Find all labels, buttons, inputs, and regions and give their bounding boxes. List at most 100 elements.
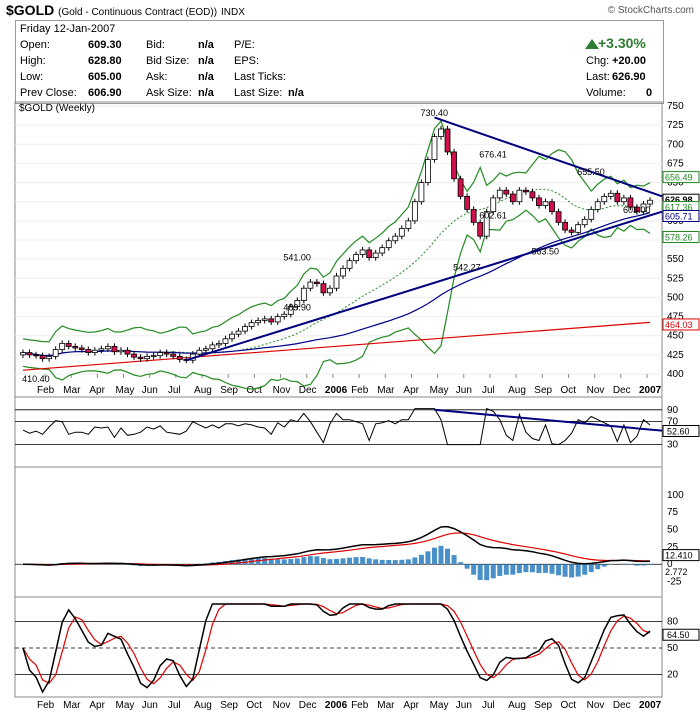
stoch-value-label: 64.50: [667, 630, 690, 640]
candle-body: [607, 192, 614, 197]
macd-histogram-bar: [536, 564, 542, 574]
candle-body: [627, 197, 634, 208]
macd-tick-label: 100: [667, 490, 684, 501]
candle-body: [418, 182, 425, 203]
stoch-tick-label: 20: [667, 669, 679, 680]
macd-histogram-bar: [490, 564, 496, 579]
bid-value: n/a: [198, 39, 214, 51]
x-tick-label: Mar: [377, 385, 395, 396]
x-tick-label-bottom: Feb: [37, 700, 55, 711]
price-annotation: 489.90: [283, 302, 311, 312]
candle-body: [294, 300, 301, 308]
candle-body: [640, 203, 647, 213]
macd-histogram-bar: [425, 551, 431, 565]
x-tick-label-bottom: Apr: [89, 700, 105, 711]
candle-body: [647, 199, 653, 205]
macd-histogram-bar: [314, 556, 320, 565]
low-label: Low:: [20, 71, 44, 83]
chart-header: $GOLD (Gold - Continuous Contract (EOD))…: [0, 0, 700, 22]
price-panel-frame: [14, 101, 663, 398]
candle-body: [588, 208, 595, 220]
price-annotation: 563.50: [532, 247, 560, 257]
volume-value: 0: [646, 87, 653, 99]
macd-tick-label: 0: [667, 559, 673, 570]
macd-histogram-bar: [373, 559, 379, 565]
macd-histogram-bar: [588, 564, 594, 573]
bid-size-value: n/a: [198, 55, 214, 67]
macd-histogram-bar: [569, 564, 575, 578]
macd-histogram-bar: [575, 564, 581, 577]
low-value: 605.00: [88, 71, 122, 83]
resistance-trendline: [434, 116, 663, 198]
macd-histogram-bar: [640, 564, 646, 566]
candle-body: [39, 355, 46, 360]
macd-histogram-bar: [451, 555, 457, 565]
macd-tick-label: 75: [667, 507, 679, 518]
candle-body: [248, 322, 255, 327]
macd-histogram-bar: [549, 564, 555, 574]
candle-body: [91, 349, 98, 353]
right-value-box: [662, 209, 700, 222]
price-annotation: 542.27: [453, 263, 481, 273]
x-tick-label-bottom: Mar: [63, 700, 81, 711]
price-tick-label: 425: [667, 350, 684, 361]
candle-body: [470, 208, 477, 223]
macd-histogram-bar: [543, 564, 548, 573]
candle-body: [314, 281, 320, 285]
macd-histogram-bar: [516, 564, 522, 574]
candle-body: [46, 355, 53, 360]
candle-body: [209, 344, 216, 350]
change-label: Chg:: [586, 55, 610, 67]
macd-histogram-bar: [431, 547, 437, 565]
candle-body: [52, 349, 59, 357]
x-tick-label-bottom: Aug: [508, 700, 526, 711]
right-value-box: [662, 318, 700, 331]
stoch-tick-label: 80: [667, 617, 679, 628]
x-tick-label-bottom: Jul: [482, 700, 495, 711]
macd-histogram-bar: [262, 558, 268, 565]
macd-histogram-bar: [360, 556, 366, 565]
macd-tick-label: 50: [667, 525, 679, 536]
eps-label: EPS:: [234, 55, 260, 67]
macd-histogram-bar: [399, 559, 405, 565]
percent-change: +3.30%: [598, 35, 646, 51]
price-tick-label: 725: [667, 120, 684, 131]
ask-value: n/a: [198, 71, 214, 83]
last-ticks-label: Last Ticks:: [234, 71, 286, 83]
macd-histogram-bar: [503, 564, 509, 575]
candle-body: [601, 195, 608, 203]
ask-label: Ask:: [146, 71, 168, 83]
macd-histogram-bar: [268, 558, 274, 565]
candle-body: [137, 356, 144, 360]
candle-body: [202, 348, 209, 351]
candle-body: [359, 249, 366, 255]
x-tick-label-bottom: Mar: [377, 700, 395, 711]
candle-body: [385, 240, 392, 249]
x-tick-label: Jun: [142, 385, 158, 396]
x-tick-label-bottom: Aug: [194, 700, 212, 711]
macd-histogram-bar: [529, 564, 535, 573]
macd-histogram-bar: [275, 559, 281, 565]
x-tick-label: Feb: [351, 385, 369, 396]
macd-histogram-bar: [510, 564, 516, 575]
candle-body: [124, 349, 131, 355]
candle-body: [131, 353, 137, 358]
ma200-line: [22, 321, 651, 371]
symbol: $GOLD: [6, 2, 55, 18]
macd-panel-frame: [14, 466, 663, 598]
candle-body: [523, 189, 529, 193]
macd-histogram-bar: [471, 564, 477, 575]
candle-body: [163, 352, 170, 355]
macd-histogram-bar: [288, 559, 294, 565]
macd-histogram-bar: [347, 557, 353, 565]
macd-histogram-bar: [412, 557, 418, 565]
candle-body: [268, 318, 275, 323]
price-annotation: 655.50: [577, 167, 605, 177]
candle-body: [457, 178, 464, 197]
x-tick-label: 2006: [325, 385, 348, 396]
x-tick-label-bottom: Dec: [299, 700, 317, 711]
macd-histogram-bar: [353, 557, 359, 565]
macd-histogram-bar: [366, 558, 372, 565]
candle-body: [366, 249, 373, 259]
